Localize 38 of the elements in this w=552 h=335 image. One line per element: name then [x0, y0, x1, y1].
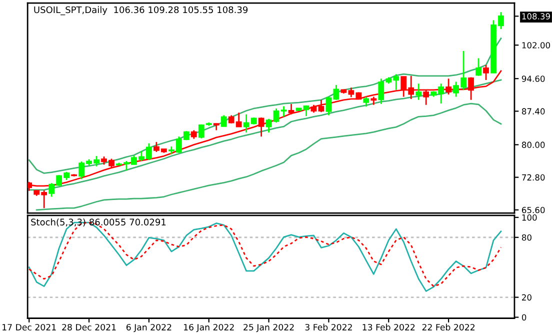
candlestick: [288, 103, 294, 116]
x-tick-label: 22 Feb 2022: [422, 324, 474, 330]
y-tick-label: 108.39: [522, 13, 550, 20]
candlestick: [483, 64, 489, 81]
y-tick-label: 0: [522, 314, 526, 321]
x-tick-label: 3 Feb 2022: [305, 324, 352, 330]
candlestick: [273, 108, 280, 124]
x-tick-label: 25 Jan 2022: [244, 324, 294, 332]
x-tick-label: 28 Dec 2021: [62, 324, 116, 330]
y-tick-label: 100: [522, 214, 537, 221]
candlestick: [266, 118, 272, 134]
x-tick-label: 6 Jan 2022: [126, 324, 172, 332]
x-tick-label: 16 Jan 2022: [184, 324, 234, 332]
candlestick: [318, 99, 324, 113]
y-tick-label: 20: [522, 294, 532, 301]
y-tick-label: 80: [522, 234, 532, 241]
candlestick: [476, 58, 482, 77]
y-tick-label: 80.00: [522, 142, 545, 148]
x-tick-label: 13 Feb 2022: [362, 324, 415, 330]
x-tick-label: 17 Dec 2021: [2, 324, 56, 330]
candlestick: [468, 76, 474, 101]
candlestick: [326, 96, 332, 116]
y-tick-label: 87.40: [522, 108, 545, 114]
y-tick-label: 65.60: [522, 206, 545, 214]
y-tick-label: 72.80: [522, 174, 545, 181]
candlestick: [280, 106, 287, 118]
candlestick: [423, 89, 430, 106]
y-tick-label: 102.00: [522, 42, 550, 48]
line-series: [36, 102, 502, 211]
candlestick: [220, 114, 227, 128]
candlestick: [446, 78, 452, 96]
chart-title: USOIL_SPT,Daily 106.36 109.28 105.55 108.39: [34, 6, 248, 16]
chart-title: Stoch(5,3,3) 86.0055 70.0291: [31, 218, 166, 227]
candlestick: [333, 84, 340, 101]
y-tick-label: 94.60: [522, 76, 545, 82]
candlestick: [416, 82, 422, 101]
candlestick: [258, 116, 264, 138]
candlestick: [363, 96, 370, 108]
